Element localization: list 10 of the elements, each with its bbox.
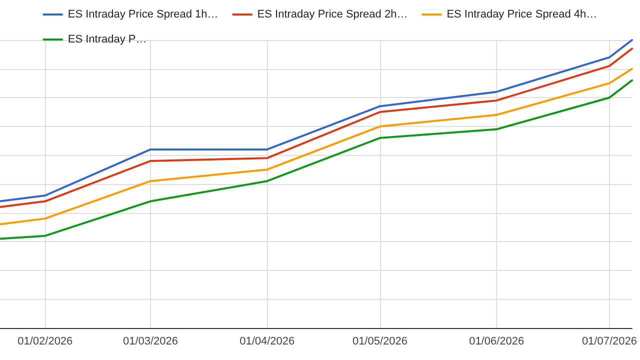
x-tick-label: 01/07/2026 <box>582 336 638 348</box>
x-tick-label: 01/02/2026 <box>18 336 73 348</box>
x-tick-label: 01/04/2026 <box>240 336 295 348</box>
x-tick-label: 01/06/2026 <box>469 336 524 348</box>
legend-label: ES Intraday Price Spread 1h… <box>68 8 218 20</box>
x-tick-label: 01/03/2026 <box>122 336 178 348</box>
legend-label: ES Intraday Price Spread 4h… <box>446 8 598 20</box>
x-tick-label: 01/05/2026 <box>352 336 408 348</box>
legend-label: ES Intraday P… <box>68 34 147 46</box>
legend-label: ES Intraday Price Spread 2h… <box>257 8 408 20</box>
